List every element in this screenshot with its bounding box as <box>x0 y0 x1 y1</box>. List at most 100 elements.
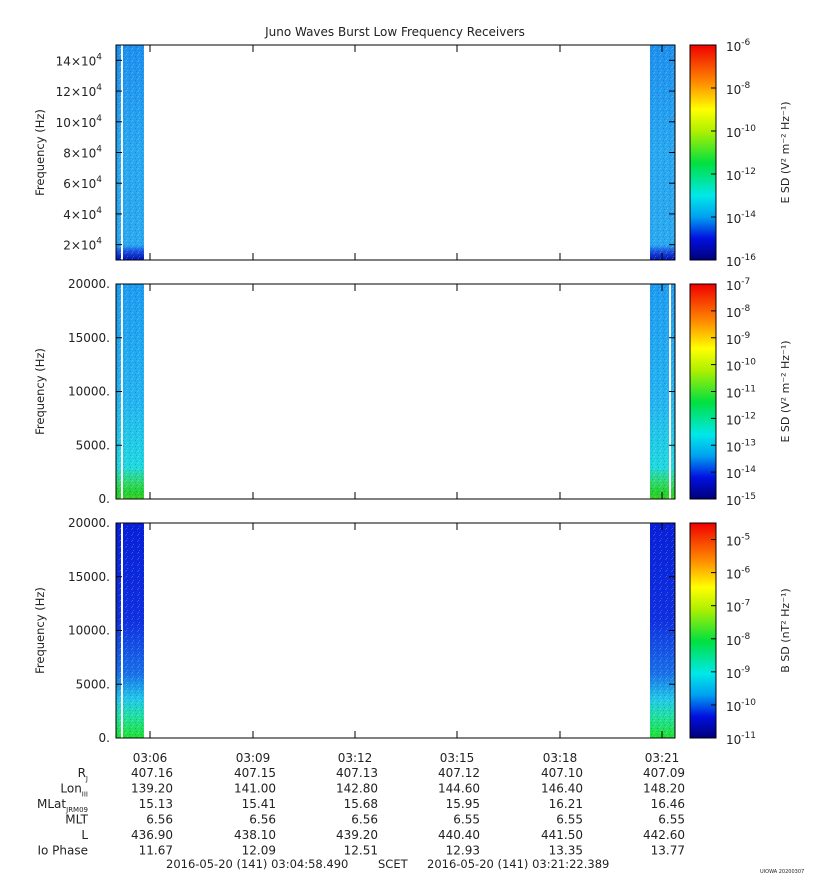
ephemeris-value: 141.00 <box>234 782 276 796</box>
colorbar <box>689 44 717 261</box>
figure-title: Juno Waves Burst Low Frequency Receivers <box>264 25 525 39</box>
y-tick-label: 5000. <box>76 677 110 691</box>
ephemeris-value: 439.20 <box>336 828 378 842</box>
colorbar-tick-label: 10-15 <box>726 492 756 508</box>
y-axis-label: Frequency (Hz) <box>33 587 47 674</box>
ephemeris-value: 146.40 <box>541 782 583 796</box>
panel-2: 0. 5000. 10000. 15000. 20000. Frequency (Hz) 1… <box>33 277 792 508</box>
y-tick-label: 10×104 <box>56 114 103 130</box>
ephemeris-value: 407.13 <box>336 766 378 780</box>
ephemeris-value: 12.93 <box>446 844 480 858</box>
y-axis-label: Frequency (Hz) <box>33 348 47 435</box>
y-tick-label: 0. <box>99 492 110 506</box>
ephemeris-value: 15.13 <box>139 797 173 811</box>
colorbar-tick-label: 10-12 <box>726 411 756 427</box>
y-tick-label: 8×104 <box>63 145 102 161</box>
y-tick-label: 6×104 <box>63 175 102 191</box>
colorbar-tick-label: 10-7 <box>726 277 750 293</box>
plot-frame <box>115 522 676 739</box>
ephemeris-value: 139.20 <box>131 782 173 796</box>
ephemeris-value: 407.10 <box>541 766 583 780</box>
ephemeris-value: 142.80 <box>336 782 378 796</box>
colorbar-label: E SD (V² m⁻² Hz⁻¹) <box>779 340 792 442</box>
plot-frame <box>115 283 676 500</box>
colorbar-tick-label: 10-8 <box>726 632 751 648</box>
colorbar-tick-label: 10-14 <box>726 210 756 226</box>
plot-frame <box>115 44 676 261</box>
y-tick-label: 10000. <box>68 385 110 399</box>
ephemeris-table: RJ 407.16 407.15 407.13 407.12 407.10 407.09 Lo… <box>37 766 685 858</box>
ephemeris-value: 16.21 <box>549 797 583 811</box>
ephemeris-value: 407.15 <box>234 766 276 780</box>
ephemeris-row-label: MLT <box>65 813 88 827</box>
colorbar-tick-label: 10-10 <box>726 124 756 140</box>
colorbar-tick-label: 10-12 <box>726 167 756 183</box>
y-tick-label: 5000. <box>76 438 110 452</box>
ephemeris-value: 438.10 <box>234 828 276 842</box>
colorbar-tick-label: 10-8 <box>726 81 751 97</box>
y-tick-label: 15000. <box>68 331 110 345</box>
x-tick-label: 03:06 <box>133 751 168 765</box>
colorbar-tick-label: 10-7 <box>726 599 750 615</box>
ephemeris-row-label: L <box>81 828 88 842</box>
x-tick-label: 03:12 <box>338 751 373 765</box>
colorbar-tick-label: 10-10 <box>726 358 756 374</box>
colorbar-tick-label: 10-9 <box>726 665 751 681</box>
ephemeris-value: 6.56 <box>146 813 173 827</box>
ephemeris-value: 407.16 <box>131 766 173 780</box>
ephemeris-value: 407.12 <box>438 766 480 780</box>
ephemeris-value: 6.55 <box>556 813 583 827</box>
colorbar-tick-label: 10-11 <box>726 385 756 401</box>
y-tick-label: 15000. <box>68 570 110 584</box>
panel-3: 0. 5000. 10000. 15000. 20000. Frequency (Hz) 1… <box>33 516 792 747</box>
colorbar-tick-label: 10-6 <box>726 38 751 54</box>
colorbar-tick-label: 10-5 <box>726 533 750 549</box>
y-tick-label: 20000. <box>68 516 110 530</box>
ephemeris-value: 12.51 <box>344 844 378 858</box>
x-tick-label: 03:09 <box>236 751 271 765</box>
colorbar-tick-label: 10-11 <box>726 731 756 747</box>
ephemeris-value: 6.56 <box>351 813 378 827</box>
ephemeris-value: 6.55 <box>658 813 685 827</box>
ephemeris-value: 148.20 <box>643 782 685 796</box>
colorbar-tick-label: 10-14 <box>726 465 756 481</box>
ephemeris-value: 13.77 <box>651 844 685 858</box>
colorbar-tick-label: 10-16 <box>726 253 756 269</box>
footer-start-time: 2016-05-20 (141) 03:04:58.490 <box>166 857 348 871</box>
ephemeris-value: 407.09 <box>643 766 685 780</box>
time-axis: 03:06 03:09 03:12 03:15 03:18 03:21 <box>133 751 680 765</box>
ephemeris-value: 442.60 <box>643 828 685 842</box>
colorbar-tick-label: 10-13 <box>726 438 756 454</box>
ephemeris-value: 15.95 <box>446 797 480 811</box>
y-tick-label: 4×104 <box>63 206 102 222</box>
x-tick-label: 03:15 <box>440 751 475 765</box>
ephemeris-row-label: Io Phase <box>37 844 88 858</box>
y-tick-label: 14×104 <box>56 52 103 68</box>
ephemeris-value: 436.90 <box>131 828 173 842</box>
y-tick-label: 12×104 <box>56 83 103 99</box>
footer-end-time: 2016-05-20 (141) 03:21:22.389 <box>427 857 609 871</box>
panels-layer: 2×104 4×104 6×104 8×104 10×104 12×104 14×104 Fr… <box>33 38 792 747</box>
y-tick-label: 20000. <box>68 277 110 291</box>
colorbar-tick-label: 10-10 <box>726 698 756 714</box>
ephemeris-value: 16.46 <box>651 797 685 811</box>
x-tick-label: 03:18 <box>543 751 578 765</box>
ephemeris-row-label: MLatJRM09 <box>37 797 88 814</box>
ephemeris-value: 12.09 <box>242 844 276 858</box>
x-tick-label: 03:21 <box>645 751 680 765</box>
y-tick-label: 10000. <box>68 624 110 638</box>
ephemeris-row-label: LonIII <box>60 782 88 799</box>
colorbar-label: E SD (V² m⁻² Hz⁻¹) <box>779 101 792 203</box>
colorbar-tick-label: 10-6 <box>726 566 751 582</box>
ephemeris-row-label: RJ <box>78 766 88 783</box>
y-axis-label: Frequency (Hz) <box>33 109 47 196</box>
ephemeris-value: 13.35 <box>549 844 583 858</box>
colorbar-tick-label: 10-8 <box>726 304 751 320</box>
ephemeris-value: 6.56 <box>249 813 276 827</box>
y-tick-label: 2×104 <box>63 237 102 253</box>
ephemeris-value: 440.40 <box>438 828 480 842</box>
ephemeris-value: 15.41 <box>242 797 276 811</box>
colorbar-tick-label: 10-9 <box>726 331 751 347</box>
ephemeris-value: 15.68 <box>344 797 378 811</box>
